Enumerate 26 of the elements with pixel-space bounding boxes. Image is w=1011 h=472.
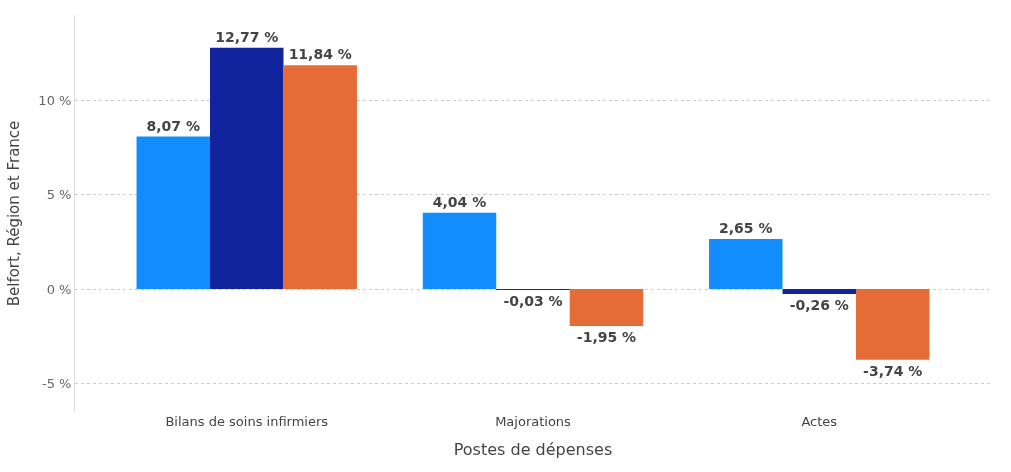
- data-label: -3,74 %: [863, 362, 923, 379]
- x-tick-label: Majorations: [495, 414, 572, 429]
- data-label: -1,95 %: [576, 328, 637, 345]
- y-tick-label: 5 %: [46, 187, 72, 203]
- data-label: 2,65 %: [719, 220, 773, 237]
- y-tick-label: 10 %: [38, 92, 72, 108]
- x-tick-label: Bilans de soins infirmiers: [165, 414, 329, 429]
- y-axis-title: Belfort, Région et France: [4, 120, 23, 307]
- bar: [709, 239, 783, 290]
- x-axis-title: Postes de dépenses: [453, 439, 613, 459]
- bar: [855, 289, 930, 360]
- data-label: -0,26 %: [789, 297, 849, 314]
- bar: [283, 65, 357, 290]
- x-tick-label: Actes: [801, 414, 838, 429]
- data-label: 8,07 %: [146, 117, 200, 134]
- data-label: 11,84 %: [288, 46, 352, 63]
- bar: [782, 289, 856, 295]
- bar: [422, 212, 497, 290]
- bar: [569, 289, 644, 326]
- data-label: 4,04 %: [432, 193, 487, 210]
- data-label: -0,03 %: [503, 293, 563, 309]
- bar: [210, 47, 284, 290]
- y-tick-label: -5 %: [41, 376, 72, 392]
- y-tick-label: 0 %: [46, 281, 72, 297]
- data-label: 12,77 %: [215, 28, 279, 45]
- bar: [136, 136, 211, 290]
